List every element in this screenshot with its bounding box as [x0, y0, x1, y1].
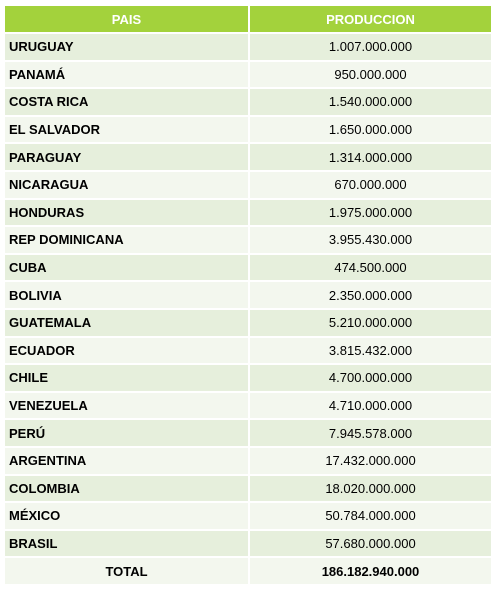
- production-table: PAIS PRODUCCION URUGUAY 1.007.000.000 PANA…: [5, 6, 491, 586]
- header-production: PRODUCCION: [249, 6, 491, 34]
- table-row: CHILE 4.700.000.000: [5, 364, 491, 393]
- country-cell: PARAGUAY: [5, 143, 250, 172]
- country-cell: GUATEMALA: [5, 308, 250, 338]
- production-cell: 7.945.578.000: [249, 419, 491, 448]
- country-cell: ARGENTINA: [5, 446, 250, 476]
- table-row: VENEZUELA 4.710.000.000: [5, 391, 491, 421]
- production-cell: 2.350.000.000: [249, 281, 491, 310]
- country-cell: BOLIVIA: [5, 281, 250, 310]
- total-row: TOTAL 186.182.940.000: [5, 557, 491, 586]
- country-cell: CUBA: [5, 253, 250, 283]
- country-cell: PERÚ: [5, 419, 250, 448]
- table-row: BRASIL 57.680.000.000: [5, 529, 491, 559]
- table-row: PANAMÁ 950.000.000: [5, 60, 491, 90]
- country-cell: REP DOMINICANA: [5, 226, 250, 255]
- production-cell: 1.314.000.000: [249, 143, 491, 172]
- production-cell: 5.210.000.000: [249, 308, 491, 338]
- table-row: CUBA 474.500.000: [5, 253, 491, 283]
- table-row: ARGENTINA 17.432.000.000: [5, 446, 491, 476]
- country-cell: BRASIL: [5, 529, 250, 559]
- table-row: MÉXICO 50.784.000.000: [5, 502, 491, 531]
- production-cell: 57.680.000.000: [249, 529, 491, 559]
- total-label: TOTAL: [5, 557, 250, 586]
- production-cell: 1.540.000.000: [249, 88, 491, 117]
- header-country: PAIS: [5, 6, 250, 34]
- country-cell: VENEZUELA: [5, 391, 250, 421]
- table-header-row: PAIS PRODUCCION: [5, 6, 491, 34]
- table-row: HONDURAS 1.975.000.000: [5, 198, 491, 228]
- country-cell: COLOMBIA: [5, 474, 250, 504]
- country-cell: EL SALVADOR: [5, 115, 250, 145]
- table-row: COSTA RICA 1.540.000.000: [5, 88, 491, 117]
- country-cell: MÉXICO: [5, 502, 250, 531]
- production-cell: 1.650.000.000: [249, 115, 491, 145]
- production-cell: 18.020.000.000: [249, 474, 491, 504]
- production-cell: 4.710.000.000: [249, 391, 491, 421]
- production-cell: 1.007.000.000: [249, 33, 491, 62]
- table-row: ECUADOR 3.815.432.000: [5, 336, 491, 366]
- table-row: NICARAGUA 670.000.000: [5, 170, 491, 200]
- production-cell: 474.500.000: [249, 253, 491, 283]
- production-cell: 3.815.432.000: [249, 336, 491, 366]
- production-cell: 950.000.000: [249, 60, 491, 90]
- total-value: 186.182.940.000: [249, 557, 491, 586]
- production-cell: 3.955.430.000: [249, 226, 491, 255]
- production-cell: 4.700.000.000: [249, 364, 491, 393]
- table-row: PARAGUAY 1.314.000.000: [5, 143, 491, 172]
- country-cell: NICARAGUA: [5, 170, 250, 200]
- country-cell: COSTA RICA: [5, 88, 250, 117]
- table-row: EL SALVADOR 1.650.000.000: [5, 115, 491, 145]
- production-cell: 1.975.000.000: [249, 198, 491, 228]
- country-cell: URUGUAY: [5, 33, 250, 62]
- country-cell: PANAMÁ: [5, 60, 250, 90]
- table-row: GUATEMALA 5.210.000.000: [5, 308, 491, 338]
- production-cell: 50.784.000.000: [249, 502, 491, 531]
- table-row: URUGUAY 1.007.000.000: [5, 33, 491, 62]
- table-row: PERÚ 7.945.578.000: [5, 419, 491, 448]
- table-row: BOLIVIA 2.350.000.000: [5, 281, 491, 310]
- table-body: URUGUAY 1.007.000.000 PANAMÁ 950.000.000 COS…: [5, 33, 491, 559]
- table-row: COLOMBIA 18.020.000.000: [5, 474, 491, 504]
- table-row: REP DOMINICANA 3.955.430.000: [5, 226, 491, 255]
- country-cell: HONDURAS: [5, 198, 250, 228]
- country-cell: ECUADOR: [5, 336, 250, 366]
- production-cell: 670.000.000: [249, 170, 491, 200]
- country-cell: CHILE: [5, 364, 250, 393]
- production-cell: 17.432.000.000: [249, 446, 491, 476]
